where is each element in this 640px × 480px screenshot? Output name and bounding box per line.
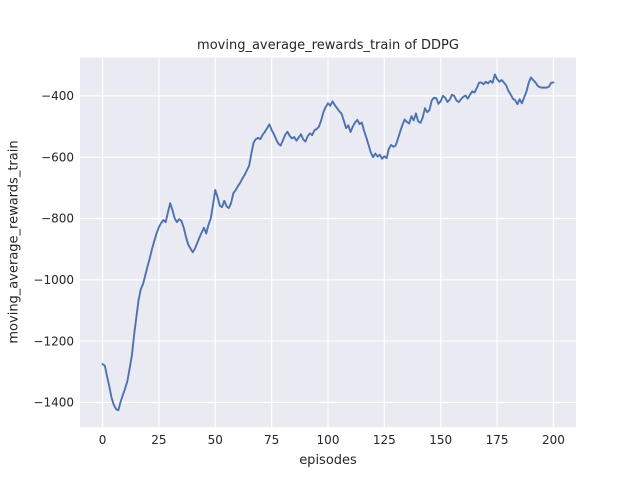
y-tick-label: −800 [41,212,74,226]
y-tick-label: −1000 [33,273,74,287]
x-tick-label: 175 [486,433,509,447]
x-tick-label: 0 [99,433,107,447]
x-tick-label: 75 [264,433,279,447]
y-tick-label: −400 [41,89,74,103]
y-tick-label: −1400 [33,396,74,410]
x-tick-label: 200 [542,433,565,447]
x-tick-label: 50 [208,433,223,447]
x-tick-label: 25 [151,433,166,447]
y-tick-label: −1200 [33,334,74,348]
x-axis-label: episodes [299,453,357,468]
x-tick-label: 125 [373,433,396,447]
y-axis-label: moving_average_rewards_train [6,140,22,344]
x-tick-label: 100 [317,433,340,447]
y-tick-label: −600 [41,150,74,164]
series-line [101,73,555,412]
chart-title: moving_average_rewards_train of DDPG [197,38,459,53]
x-tick-label: 150 [429,433,452,447]
